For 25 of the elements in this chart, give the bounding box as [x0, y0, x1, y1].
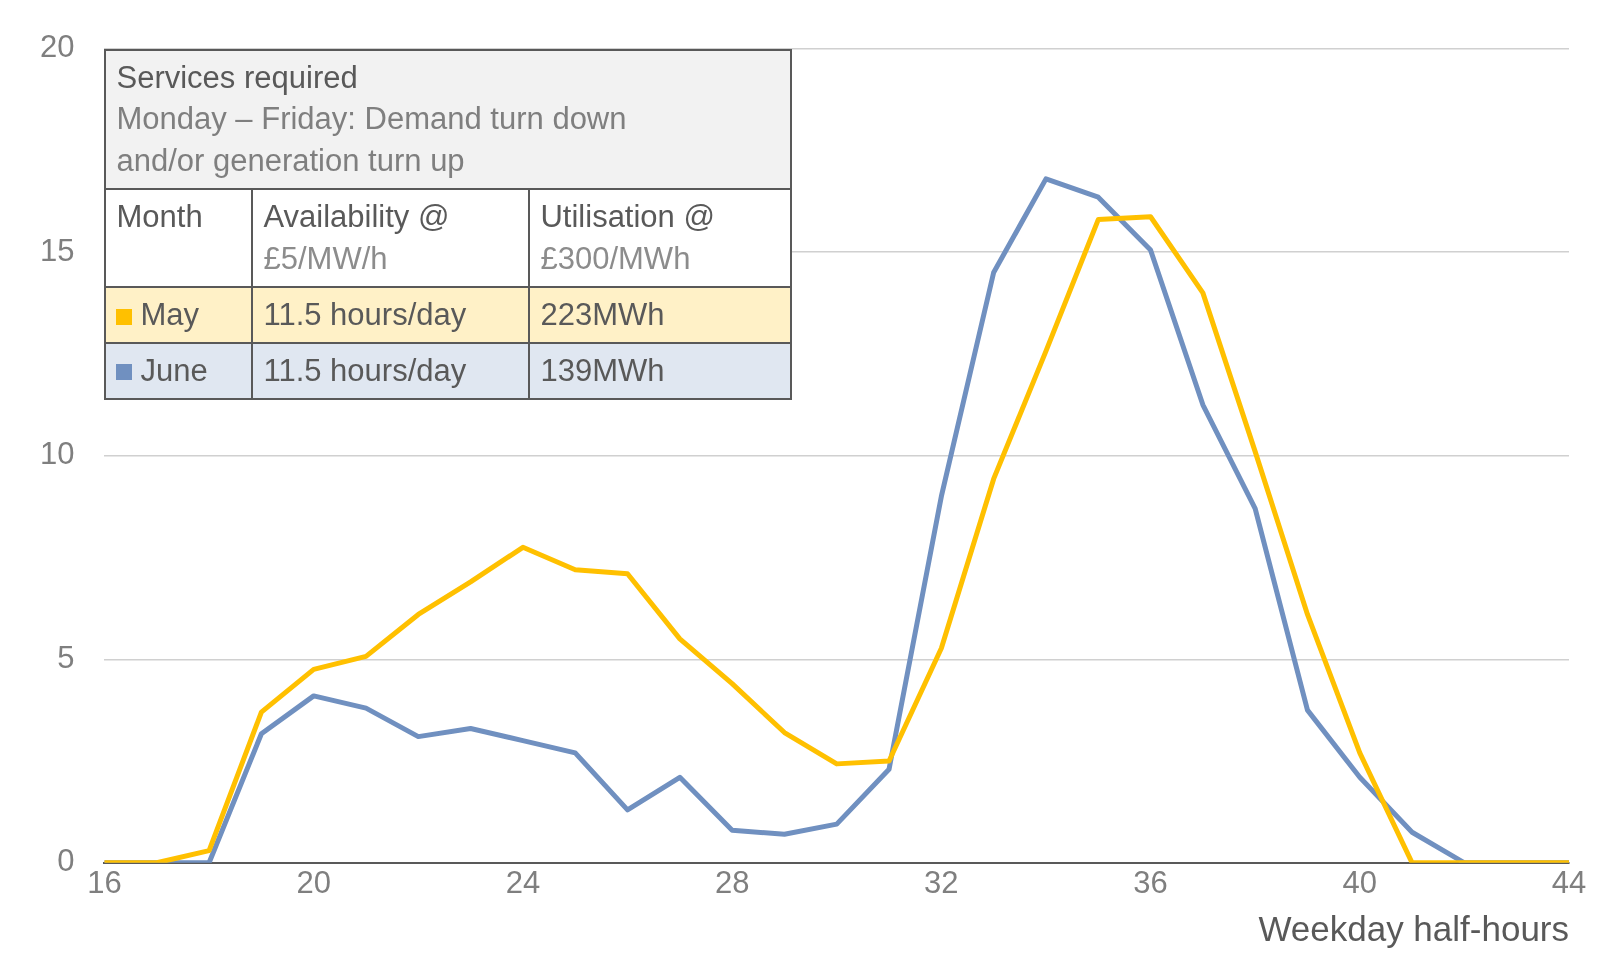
annotation: 139MWh: [529, 342, 792, 399]
x-tick-label: 44: [1551, 864, 1587, 900]
chart-title: Services required: [116, 58, 359, 97]
annotation: Availability @ £5/MW/h: [252, 189, 530, 287]
y-tick-label: 10: [40, 436, 75, 472]
annotation: 11.5 hours/day: [252, 342, 530, 399]
x-tick-label: 32: [924, 864, 959, 900]
annotation: Utilisation @ £300/MWh: [529, 189, 792, 287]
annotation: Month: [105, 189, 253, 287]
annotation: 223MWh: [529, 286, 792, 343]
y-tick-label: 15: [40, 232, 75, 268]
y-tick-label: 0: [57, 843, 75, 879]
legend-label: May: [140, 296, 200, 332]
x-tick-label: 40: [1342, 864, 1378, 900]
x-tick-label: 20: [296, 864, 331, 900]
x-axis-title: Weekday half-hours: [1258, 908, 1569, 948]
x-tick-label: 36: [1133, 864, 1168, 900]
x-tick-label: 16: [87, 864, 122, 900]
x-tick-label: 28: [714, 864, 750, 900]
y-tick-label: 5: [57, 639, 75, 675]
legend-label: June: [140, 352, 208, 388]
text: Monday – Friday: Demand turn down and/or generation turn up: [116, 101, 627, 179]
annotation: 11.5 hours/day: [252, 286, 530, 343]
x-tick-label: 24: [505, 864, 541, 900]
y-tick-label: 20: [40, 29, 75, 65]
